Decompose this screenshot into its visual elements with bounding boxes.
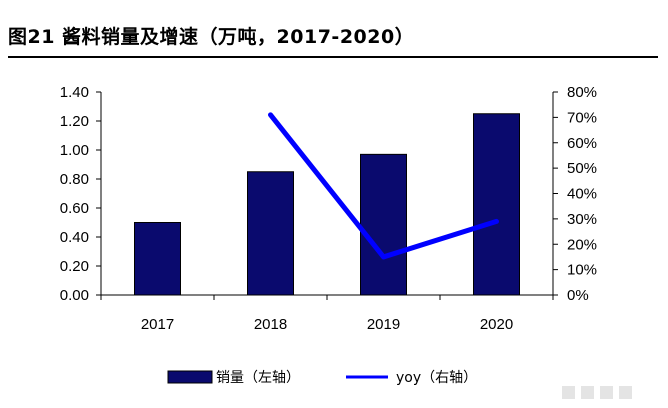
- y-right-tick-label: 0%: [567, 287, 589, 304]
- y-left-tick-label: 1.40: [60, 84, 89, 101]
- y-left-tick-label: 0.60: [60, 200, 89, 217]
- x-tick-label: 2020: [480, 316, 513, 333]
- y-left-tick-label: 0.40: [60, 229, 89, 246]
- line-series: [268, 112, 499, 260]
- legend-swatch-bar: [167, 370, 213, 384]
- y-right-tick-label: 30%: [567, 211, 597, 228]
- y-right-tick-label: 70%: [567, 109, 597, 126]
- y-left-tick-label: 0.00: [60, 287, 89, 304]
- y-right-tick-label: 50%: [567, 160, 597, 177]
- bar: [473, 113, 520, 296]
- y-right-tick-label: 60%: [567, 135, 597, 152]
- bar: [360, 153, 407, 296]
- tick-labels: 0.00 0.20 0.40 0.60 0.80 1.00 1.20 1.40 0% 10% 20%…: [60, 84, 597, 333]
- title-underline: [8, 56, 658, 58]
- legend-label-bar: 销量（左轴）: [216, 370, 300, 386]
- y-right-tick-label: 40%: [567, 186, 597, 203]
- bar: [247, 171, 294, 296]
- x-tick-label: 2019: [367, 316, 400, 333]
- y-left-tick-label: 1.00: [60, 142, 89, 159]
- yoy-line: [268, 112, 499, 260]
- y-right-tick-label: 10%: [567, 262, 597, 279]
- watermark: [562, 384, 662, 402]
- y-right-tick-label: 80%: [567, 84, 597, 101]
- legend: 销量（左轴） yoy（右轴）: [167, 370, 477, 386]
- x-tick-label: 2018: [254, 316, 287, 333]
- chart-title: 图21 酱料销量及增速（万吨，2017-2020）: [8, 26, 415, 48]
- y-left-tick-label: 1.20: [60, 113, 89, 130]
- legend-label-line: yoy（右轴）: [396, 370, 477, 386]
- y-left-tick-label: 0.80: [60, 171, 89, 188]
- bar: [134, 222, 181, 296]
- x-tick-label: 2017: [141, 316, 174, 333]
- y-right-tick-label: 20%: [567, 236, 597, 253]
- y-left-tick-label: 0.20: [60, 258, 89, 275]
- bar-series: [134, 113, 520, 296]
